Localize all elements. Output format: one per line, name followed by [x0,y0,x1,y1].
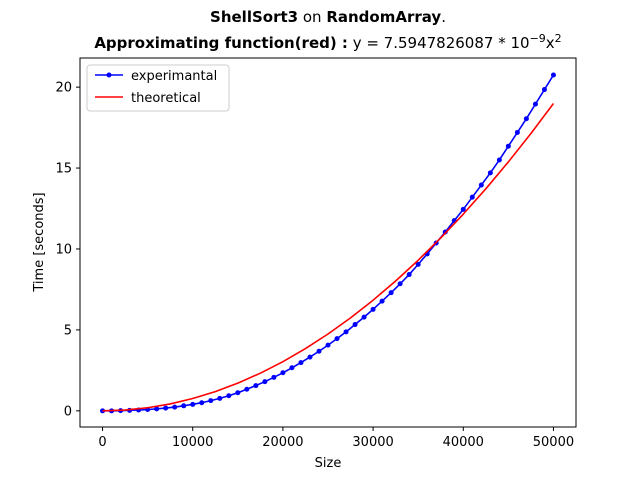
data-point-experimantal [514,129,520,135]
x-axis-label: Size [315,456,342,471]
data-point-experimantal [307,354,313,360]
data-point-experimantal [370,306,376,312]
data-point-experimantal [325,342,331,348]
data-point-experimantal [550,72,556,78]
y-tick-label: 5 [64,323,72,338]
data-point-experimantal [487,170,493,176]
y-tick-label: 10 [55,242,72,257]
data-point-experimantal [541,87,547,93]
data-point-experimantal [298,360,304,366]
data-point-experimantal [532,101,538,107]
data-point-experimantal [172,404,178,410]
y-tick-label: 0 [64,404,72,419]
y-axis-ticks: 0 5 10 15 20 [55,81,80,419]
data-point-experimantal [352,322,358,328]
plot-area [79,57,577,428]
x-tick-label: 40000 [443,435,484,450]
data-point-experimantal [406,272,412,278]
data-point-experimantal [280,370,286,376]
data-point-experimantal [289,365,295,371]
data-point-experimantal [253,383,259,389]
data-point-experimantal [496,157,502,163]
data-point-experimantal [316,348,322,354]
x-tick-label: 0 [98,435,106,450]
chart-title-line2: Approximating function(red) : y = 7.5947… [94,32,561,52]
data-point-experimantal [208,398,214,404]
legend-label-experimental: experimantal [131,69,217,84]
data-point-experimantal [478,182,484,188]
legend: experimantal theoretical [86,64,230,112]
data-point-experimantal [262,379,268,385]
data-point-experimantal [505,143,511,149]
data-point-experimantal [523,116,529,122]
data-point-experimantal [100,408,106,414]
data-point-experimantal [163,405,169,411]
data-point-experimantal [154,406,160,412]
data-point-experimantal [190,401,196,407]
y-tick-label: 20 [55,81,72,96]
data-point-experimantal [235,390,241,396]
legend-label-theoretical: theoretical [131,91,201,106]
data-point-experimantal [226,393,232,399]
data-point-experimantal [181,403,187,409]
data-point-experimantal [415,261,421,267]
x-tick-label: 30000 [352,435,393,450]
data-point-experimantal [460,206,466,212]
data-point-experimantal [334,336,340,342]
data-point-experimantal [469,194,475,200]
data-point-experimantal [361,314,367,320]
data-point-experimantal [199,400,205,406]
x-axis-ticks: 0 10000 20000 30000 40000 50000 [98,427,574,450]
data-point-experimantal [379,298,385,304]
data-point-experimantal [397,281,403,287]
x-tick-label: 20000 [262,435,303,450]
y-tick-label: 15 [55,162,72,177]
data-point-experimantal [343,329,349,335]
y-axis-label: Time [seconds] [32,192,47,292]
series-layer [100,72,556,414]
legend-marker-experimental [106,72,112,78]
data-point-experimantal [271,374,277,380]
data-point-experimantal [217,395,223,401]
x-tick-label: 50000 [533,435,574,450]
data-point-experimantal [388,290,394,296]
data-point-experimantal [244,386,250,392]
chart-title-line1: ShellSort3 on RandomArray. [210,8,446,26]
legend-box [86,64,230,112]
x-tick-label: 10000 [172,435,213,450]
series-line-theoretical [102,103,555,412]
